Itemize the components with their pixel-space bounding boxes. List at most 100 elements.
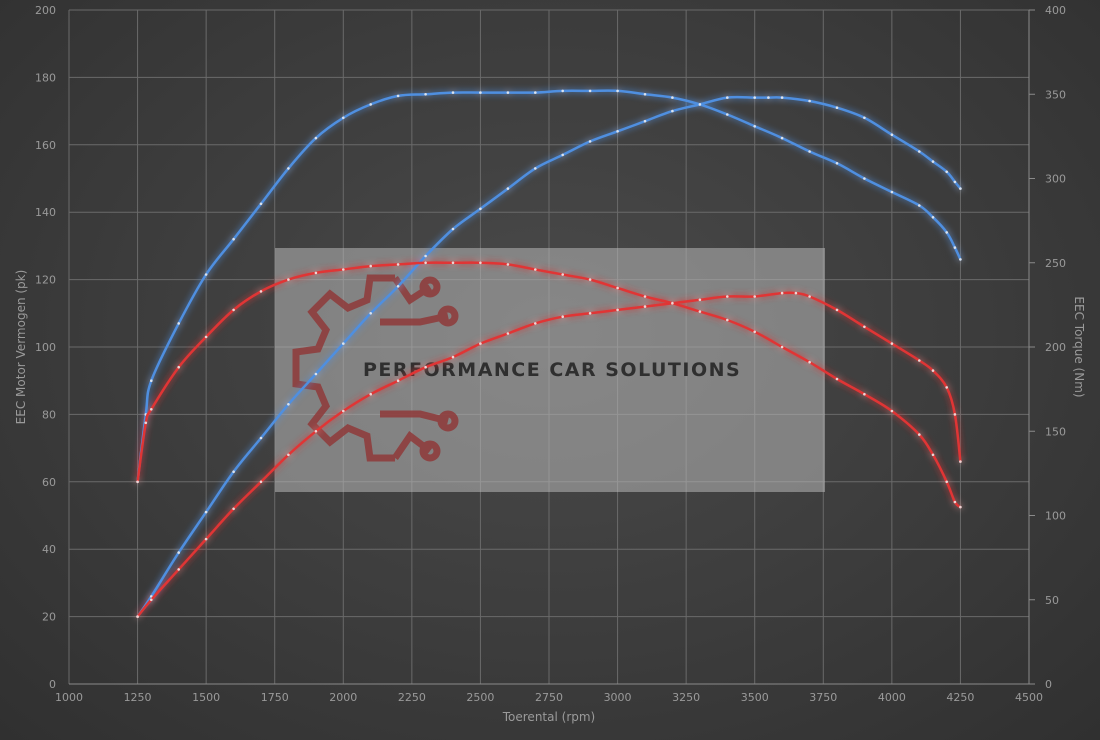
data-point — [616, 286, 619, 290]
data-point — [959, 505, 962, 509]
data-point — [890, 133, 894, 136]
x-tick-label: 4500 — [1015, 691, 1043, 704]
data-point — [931, 160, 935, 163]
data-point — [506, 187, 510, 190]
data-point — [698, 103, 702, 106]
data-point — [314, 372, 318, 376]
data-point — [534, 268, 537, 271]
data-point — [767, 96, 770, 99]
y2-tick-label: 100 — [1045, 510, 1066, 523]
data-point — [150, 595, 153, 598]
data-point — [588, 140, 592, 143]
data-point — [863, 116, 866, 120]
data-point — [588, 312, 592, 315]
y-tick-label: 40 — [42, 543, 56, 556]
data-point — [287, 167, 290, 170]
data-point — [918, 150, 921, 153]
y-tick-label: 160 — [35, 139, 56, 152]
data-point — [643, 93, 647, 96]
data-point — [918, 433, 921, 436]
data-point — [808, 99, 811, 103]
data-point — [588, 89, 592, 93]
y2-tick-label: 300 — [1045, 173, 1066, 186]
gridlines — [68, 9, 1030, 685]
y-tick-label: 180 — [35, 71, 56, 84]
data-point — [561, 89, 564, 93]
data-point — [753, 125, 756, 128]
data-point — [931, 453, 935, 457]
data-point — [259, 436, 263, 440]
data-point — [863, 177, 866, 180]
series-red-right — [136, 261, 962, 509]
data-point — [314, 136, 318, 140]
data-point — [479, 342, 482, 345]
data-point — [561, 273, 564, 276]
data-point — [369, 264, 373, 268]
data-point — [863, 392, 866, 396]
data-point — [136, 480, 139, 484]
data-point — [726, 113, 729, 116]
series-blue-right — [136, 89, 962, 484]
data-point — [726, 96, 729, 99]
y-tick-label: 100 — [35, 341, 56, 354]
data-point — [424, 365, 427, 369]
data-point — [136, 615, 139, 618]
data-point — [753, 330, 756, 334]
series-red-left — [136, 291, 962, 618]
data-point — [287, 403, 290, 406]
data-point — [780, 345, 784, 349]
y2-tick-label: 150 — [1045, 425, 1066, 438]
data-point — [534, 167, 537, 170]
data-point — [177, 551, 180, 554]
y2-tick-label: 200 — [1045, 341, 1066, 354]
y2-tick-label: 0 — [1045, 678, 1052, 691]
data-point — [232, 507, 235, 511]
series-blue-left — [136, 95, 962, 618]
x-tick-label: 2500 — [466, 691, 494, 704]
data-point — [424, 93, 427, 96]
x-tick-label: 1500 — [192, 691, 220, 704]
data-point — [369, 312, 373, 315]
y-tick-label: 120 — [35, 274, 56, 287]
data-point — [369, 392, 373, 396]
x-tick-label: 1750 — [261, 691, 289, 704]
series — [136, 89, 962, 618]
data-point — [204, 537, 208, 541]
data-point — [671, 96, 674, 99]
data-point — [959, 258, 962, 261]
data-point — [835, 162, 839, 165]
data-point — [953, 246, 957, 249]
data-point — [204, 335, 208, 339]
data-point — [177, 568, 180, 571]
data-point — [953, 500, 957, 504]
data-point — [671, 109, 674, 113]
data-point — [144, 421, 148, 425]
data-point — [506, 332, 510, 335]
data-point — [177, 365, 180, 369]
data-point — [808, 360, 811, 364]
data-point — [918, 204, 921, 207]
x-tick-label: 2000 — [329, 691, 357, 704]
data-point — [342, 268, 345, 271]
data-point — [808, 150, 811, 153]
y-tick-label: 200 — [35, 4, 56, 17]
data-point — [259, 290, 263, 293]
data-point — [259, 480, 263, 484]
data-point — [780, 136, 784, 140]
data-point — [150, 379, 153, 383]
data-point — [369, 103, 373, 106]
data-point — [232, 308, 235, 312]
data-point — [671, 301, 674, 305]
y-tick-label: 0 — [49, 678, 56, 691]
data-point — [890, 190, 894, 194]
data-point — [232, 237, 235, 241]
data-point — [945, 170, 948, 174]
data-point — [451, 261, 455, 265]
y2-tick-label: 350 — [1045, 88, 1066, 101]
data-point — [931, 216, 935, 219]
data-point — [342, 342, 345, 345]
data-point — [643, 295, 647, 298]
data-point — [863, 325, 866, 329]
data-point — [479, 91, 482, 94]
data-point — [780, 291, 784, 295]
